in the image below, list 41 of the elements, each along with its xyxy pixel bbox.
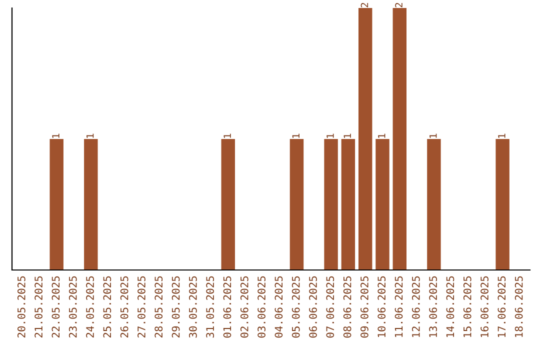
x-tick-label: 29.05.2025	[172, 276, 180, 338]
data-label: 1	[498, 134, 506, 138]
data-label: 1	[344, 134, 351, 138]
x-tick-label: 16.06.2025	[480, 276, 488, 338]
x-tick-label: 20.05.2025	[17, 276, 26, 338]
x-tick-label: 23.05.2025	[68, 276, 77, 338]
x-tick-label: 18.06.2025	[514, 276, 523, 338]
data-label: 1	[292, 134, 300, 138]
data-label: 1	[86, 134, 94, 138]
x-tick-label: 22.05.2025	[52, 276, 60, 338]
data-label: 1	[224, 134, 231, 138]
x-tick-label: 15.06.2025	[463, 276, 472, 338]
x-tick-label: 06.06.2025	[309, 276, 317, 338]
x-tick-label: 14.06.2025	[446, 276, 454, 338]
x-tick-label: 07.06.2025	[326, 276, 334, 338]
x-tick-label: 27.05.2025	[138, 276, 146, 338]
x-tick-label: 08.06.2025	[343, 276, 352, 338]
x-tick-label: 05.06.2025	[292, 276, 300, 338]
x-tick-label: 12.06.2025	[412, 276, 420, 338]
data-label: 1	[326, 134, 334, 138]
x-tick-label: 01.06.2025	[223, 276, 232, 338]
data-label: 1	[430, 134, 437, 138]
x-tick-label: 04.06.2025	[274, 276, 283, 338]
x-tick-label: 28.05.2025	[154, 276, 163, 338]
x-tick-label: 21.05.2025	[34, 276, 42, 338]
x-tick-label: 25.05.2025	[103, 276, 112, 338]
data-label: 1	[378, 134, 386, 138]
x-tick-label: 02.06.2025	[240, 276, 248, 338]
x-tick-label: 09.06.2025	[360, 276, 368, 338]
x-tick-label: 31.05.2025	[206, 276, 214, 338]
x-tick-label: 11.06.2025	[394, 276, 403, 338]
x-tick-label: 24.05.2025	[86, 276, 94, 338]
data-label: 2	[395, 2, 402, 8]
x-tick-label: 30.05.2025	[188, 276, 197, 338]
data-label: 1	[52, 134, 60, 138]
x-tick-label: 13.06.2025	[429, 276, 437, 338]
x-tick-label: 03.06.2025	[258, 276, 266, 338]
data-label: 2	[360, 2, 368, 8]
x-tick-label: 26.05.2025	[120, 276, 128, 338]
x-tick-label: 17.06.2025	[498, 276, 506, 338]
x-tick-label: 10.06.2025	[378, 276, 386, 338]
